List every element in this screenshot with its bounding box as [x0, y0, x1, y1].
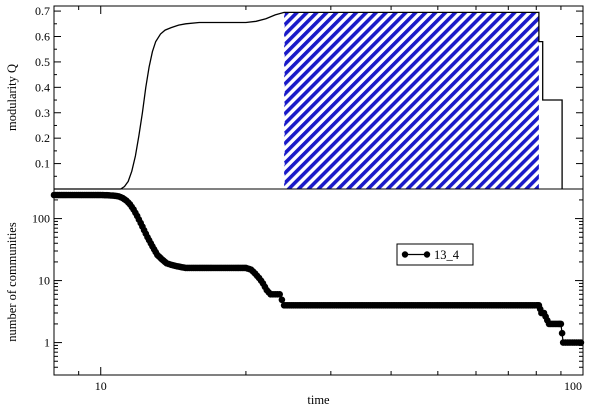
y-tick-label: 0.2: [35, 131, 50, 145]
data-point: [276, 291, 284, 298]
data-point: [558, 329, 566, 337]
y-tick-label: 0.5: [35, 55, 50, 69]
communities-plot-frame: [53, 188, 584, 376]
y-tick-label: 0.6: [35, 30, 50, 44]
legend-marker: [423, 251, 431, 258]
y-tick-label: 10: [38, 274, 50, 288]
x-tick-label: 10: [95, 379, 107, 393]
communities-y-axis-label: number of communities: [5, 222, 19, 342]
legend-entry-label: 13_4: [434, 248, 460, 262]
data-point: [557, 320, 565, 328]
y-tick-label: 100: [32, 212, 50, 226]
legend: 13_4: [396, 243, 474, 266]
modularity-y-axis-label: modularity Q: [5, 64, 19, 131]
legend-box: [396, 243, 474, 266]
modularity-panel: 0.1 0.2 0.3 0.4 0.5 0.6 0.7 modularity Q: [5, 4, 584, 190]
time-x-axis-label: time: [307, 393, 330, 407]
y-tick-label: 0.4: [35, 80, 50, 94]
y-tick-label: 0.7: [35, 4, 50, 18]
x-tick-label: 100: [564, 379, 582, 393]
modularity-line: [54, 11, 563, 190]
communities-line: [54, 194, 581, 344]
y-tick-label: 1: [44, 336, 50, 350]
legend-marker: [401, 251, 409, 258]
y-tick-label: 0.1: [35, 157, 50, 171]
y-tick-label: 0.3: [35, 106, 50, 120]
data-point: [278, 296, 286, 304]
hatched-region: [284, 12, 539, 189]
